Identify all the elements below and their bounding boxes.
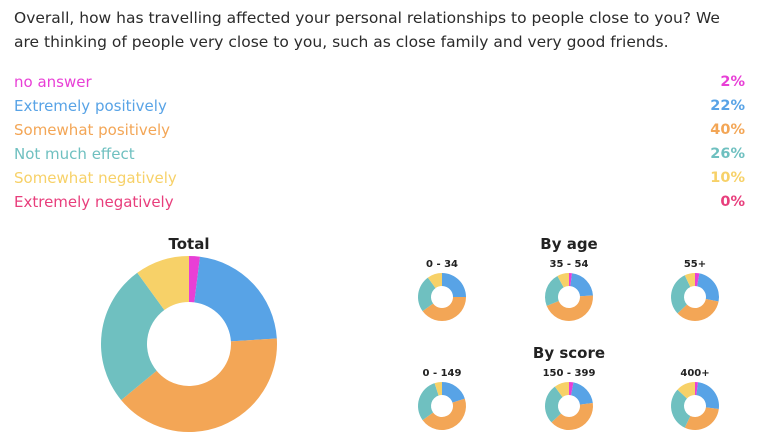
- score-150-399-donut: [545, 382, 593, 430]
- question-text: Overall, how has travelling affected you…: [14, 9, 720, 51]
- answer-row-somewhat-negatively: Somewhat negatively 10%: [14, 166, 745, 190]
- slice-not-much-effect: [545, 386, 563, 423]
- age-group-label-0-34: 0 - 34: [426, 259, 458, 270]
- answer-percent: 2%: [720, 74, 745, 90]
- slice-not-much-effect: [418, 383, 439, 421]
- slice-somewhat-positively: [121, 338, 278, 433]
- age-55-plus-donut: [671, 273, 719, 321]
- slice-extremely-positively: [570, 273, 593, 297]
- slice-somewhat-positively: [551, 402, 593, 430]
- score-group-label-150-399: 150 - 399: [542, 368, 596, 379]
- score-group-label-0-149: 0 - 149: [422, 368, 462, 379]
- slice-somewhat-negatively: [137, 256, 189, 311]
- answer-row-extremely-negatively: Extremely negatively 0%: [14, 190, 745, 214]
- answer-percent: 0%: [720, 194, 745, 210]
- age-group-label-35-54: 35 - 54: [549, 259, 589, 270]
- slice-somewhat-negatively: [427, 273, 442, 289]
- answer-row-no-answer: no answer 2%: [14, 70, 745, 94]
- total-donut-chart: [100, 256, 278, 433]
- slice-somewhat-negatively: [554, 382, 569, 398]
- slice-extremely-positively: [442, 273, 466, 297]
- age-0-34-donut: [418, 273, 466, 321]
- slice-not-much-effect: [671, 389, 691, 428]
- answer-row-extremely-positively: Extremely positively 22%: [14, 94, 745, 118]
- slice-somewhat-positively: [546, 295, 593, 321]
- slice-somewhat-negatively: [677, 382, 695, 399]
- slice-not-much-effect: [418, 277, 436, 312]
- slice-somewhat-negatively: [434, 382, 442, 396]
- answer-percent: 40%: [710, 122, 745, 138]
- age-group-label-55-plus: 55+: [683, 259, 707, 270]
- slice-somewhat-positively: [684, 407, 719, 430]
- answer-label: Not much effect: [14, 145, 135, 163]
- answer-label: Somewhat positively: [14, 121, 171, 139]
- slice-extremely-positively: [442, 382, 465, 403]
- answer-label: Extremely positively: [14, 97, 167, 115]
- slice-no-answer: [569, 382, 574, 396]
- answer-percent: 10%: [710, 170, 745, 186]
- by-age-title: By age: [540, 235, 598, 253]
- slice-no-answer: [695, 382, 699, 396]
- slice-somewhat-positively: [677, 299, 719, 321]
- slice-no-answer: [569, 273, 573, 287]
- answer-percent: 22%: [710, 98, 745, 114]
- score-0-149-donut: [418, 382, 466, 430]
- by-score-title: By score: [532, 344, 606, 362]
- slice-extremely-positively: [571, 382, 593, 405]
- slice-not-much-effect: [671, 275, 691, 314]
- answer-list: no answer 2% Extremely positively 22% So…: [14, 70, 745, 214]
- slice-extremely-positively: [697, 273, 719, 302]
- answer-percent: 26%: [710, 146, 745, 162]
- answer-row-not-much-effect: Not much effect 26%: [14, 142, 745, 166]
- score-group-label-400-plus: 400+: [680, 368, 710, 379]
- answer-label: Extremely negatively: [14, 193, 174, 211]
- total-chart-title: Total: [168, 235, 210, 253]
- answer-row-somewhat-positively: Somewhat positively 40%: [14, 118, 745, 142]
- slice-somewhat-negatively: [557, 273, 569, 288]
- slice-no-answer: [695, 273, 700, 287]
- slice-no-answer: [189, 256, 201, 303]
- answer-label: no answer: [14, 73, 92, 91]
- slice-extremely-positively: [194, 256, 277, 342]
- score-400-plus-donut: [671, 382, 719, 430]
- slice-extremely-positively: [696, 382, 719, 410]
- slice-somewhat-positively: [422, 297, 466, 321]
- slice-not-much-effect: [100, 272, 165, 401]
- slice-somewhat-positively: [422, 398, 466, 430]
- slice-somewhat-negatively: [684, 273, 695, 288]
- age-35-54-donut: [545, 273, 593, 321]
- slice-not-much-effect: [545, 275, 564, 306]
- answer-label: Somewhat negatively: [14, 169, 177, 187]
